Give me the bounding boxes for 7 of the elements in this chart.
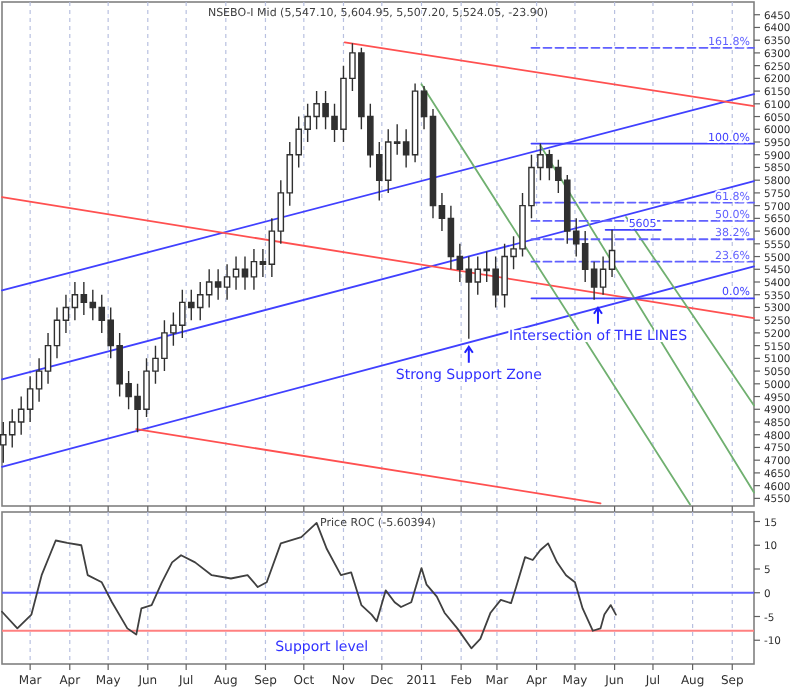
candlestick (214, 268, 222, 301)
candlestick (223, 263, 231, 301)
candlestick (80, 281, 88, 316)
candlestick (241, 255, 249, 291)
candlestick (411, 82, 419, 164)
candlestick (384, 128, 392, 194)
candlestick (250, 248, 258, 291)
